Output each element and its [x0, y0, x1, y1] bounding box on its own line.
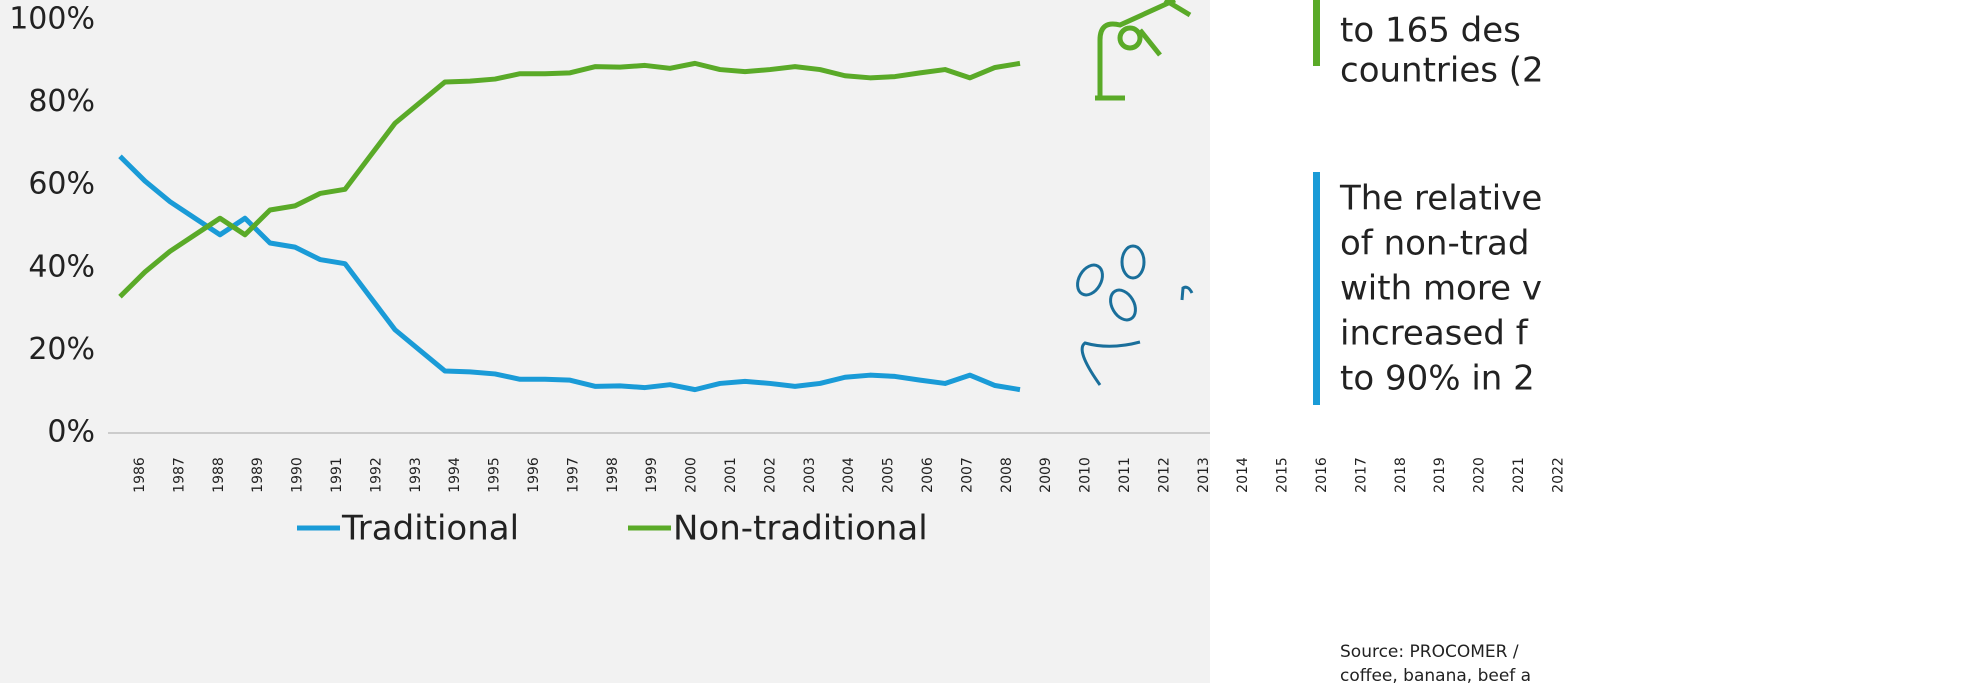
- note-text: of non-trad: [1340, 224, 1529, 264]
- note-text: increased f: [1340, 314, 1529, 354]
- x-tick-label: 2007: [959, 457, 975, 493]
- coffee-beans-icon: [1076, 244, 1194, 386]
- x-tick-label: 1987: [171, 457, 187, 493]
- chart-background: [0, 0, 1210, 683]
- note-text: to 165 des: [1340, 11, 1521, 51]
- x-tick-label: 2005: [881, 457, 897, 493]
- x-tick-label: 2000: [684, 457, 700, 493]
- note-text: to 90% in 2: [1340, 359, 1535, 399]
- source-text: Source: PROCOMER /: [1340, 642, 1519, 662]
- x-tick-label: 2020: [1472, 457, 1488, 493]
- x-tick-label: 2012: [1156, 457, 1172, 493]
- x-tick-label: 1992: [368, 457, 384, 493]
- x-tick-label: 2009: [1038, 457, 1054, 493]
- robot-arm-icon: [1095, 0, 1192, 101]
- y-tick-label: 40%: [28, 249, 95, 284]
- note-text: countries (2: [1340, 51, 1544, 91]
- accent-bar: [1313, 0, 1320, 66]
- x-tick-label: 2008: [999, 457, 1015, 493]
- x-tick-label: 2016: [1314, 457, 1330, 493]
- x-tick-label: 1994: [447, 457, 463, 493]
- x-tick-label: 2006: [920, 457, 936, 493]
- x-tick-label: 2018: [1393, 457, 1409, 493]
- x-tick-label: 1997: [565, 457, 581, 493]
- x-tick-label: 2015: [1275, 457, 1291, 493]
- y-tick-label: 60%: [28, 167, 95, 202]
- x-tick-label: 1996: [526, 457, 542, 493]
- x-tick-label: 2017: [1353, 457, 1369, 493]
- x-tick-label: 1998: [605, 457, 621, 493]
- x-tick-label: 2014: [1235, 457, 1251, 493]
- side-panel: [1210, 0, 1965, 683]
- x-tick-label: 1990: [290, 457, 306, 493]
- x-tick-label: 2002: [762, 457, 778, 493]
- x-tick-label: 1989: [250, 457, 266, 493]
- accent-bar: [1313, 172, 1320, 405]
- x-tick-label: 2003: [802, 457, 818, 493]
- x-tick-label: 2004: [841, 457, 857, 493]
- note-text: with more v: [1340, 269, 1542, 309]
- legend-label: Traditional: [341, 509, 519, 549]
- y-tick-label: 0%: [47, 415, 95, 450]
- note-text: The relative: [1339, 179, 1542, 219]
- x-tick-label: 1988: [211, 457, 227, 493]
- source-text: coffee, banana, beef a: [1340, 666, 1531, 683]
- x-tick-label: 2019: [1432, 457, 1448, 493]
- line-series: [118, 60, 1021, 299]
- x-tick-label: 1986: [132, 457, 148, 493]
- x-tick-label: 1993: [408, 457, 424, 493]
- x-tick-label: 2013: [1196, 457, 1212, 493]
- x-tick-label: 2022: [1550, 457, 1566, 493]
- x-tick-label: 2021: [1511, 457, 1527, 493]
- x-tick-label: 2001: [723, 457, 739, 493]
- x-tick-label: 1995: [487, 457, 503, 493]
- x-tick-label: 1991: [329, 457, 345, 493]
- y-tick-label: 20%: [28, 332, 95, 367]
- y-tick-label: 80%: [28, 84, 95, 119]
- x-tick-label: 2010: [1078, 457, 1094, 493]
- x-tick-label: 1999: [644, 457, 660, 493]
- line-series: [118, 154, 1021, 393]
- x-tick-label: 2011: [1117, 457, 1133, 493]
- legend-label: Non-traditional: [673, 509, 928, 549]
- y-tick-label: 100%: [9, 2, 95, 37]
